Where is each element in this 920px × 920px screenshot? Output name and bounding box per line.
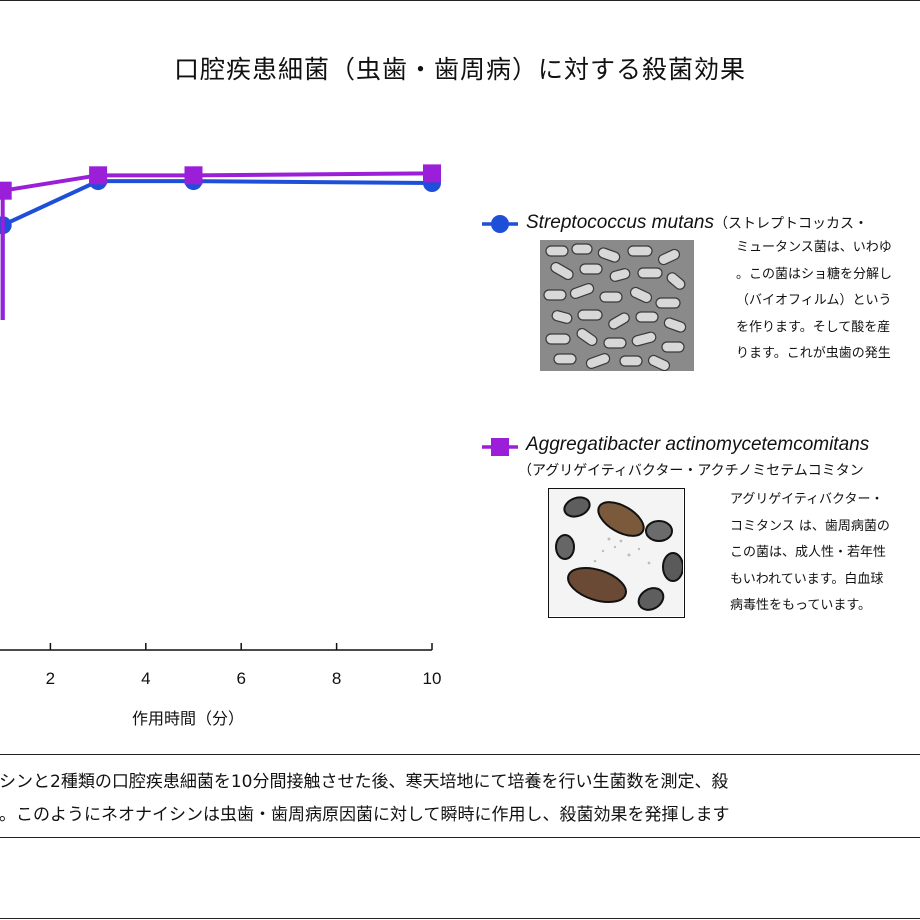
legend-kana-aa: （アグリゲイティバクター・アクチノミセテムコミタン	[518, 463, 864, 479]
chart-title: 口腔疾患細菌（虫歯・歯周病）に対する殺菌効果	[173, 55, 746, 84]
x-tick-label: 8	[332, 669, 341, 688]
desc-line: もいわれています。白血球	[730, 571, 884, 587]
legend-kana-mutans: （ストレプトコッカス・	[713, 216, 868, 232]
data-point	[0, 181, 12, 200]
legend-name-mutans: Streptococcus mutans	[526, 212, 714, 233]
legend-marker-circle-blue	[482, 215, 518, 233]
data-point	[89, 166, 108, 185]
photo-aa	[548, 488, 685, 618]
note-line-1: シンと2種類の口腔疾患細菌を10分間接触させた後、寒天培地にて培養を行い生菌数を…	[0, 772, 729, 792]
desc-line: この菌は、成人性・若年性	[730, 545, 887, 560]
x-tick-label: 4	[141, 669, 150, 688]
legend-desc-mutans: ミュータンス菌は、いわゆ 。この菌はショ糖を分解し （バイオフィルム）という を…	[736, 235, 892, 368]
series-layer	[0, 164, 441, 320]
x-tick-label: 6	[236, 669, 245, 688]
desc-line: コミタンス は、歯周病菌の	[730, 518, 890, 534]
series-1	[0, 172, 441, 320]
desc-line: ります。これが虫歯の発生	[736, 346, 891, 361]
top-border	[0, 0, 920, 1]
x-tick-label: 2	[46, 669, 55, 688]
bottom-border	[0, 918, 920, 919]
x-axis: 2 4 6 8 10	[0, 643, 441, 688]
sem-bacteria-image	[540, 240, 694, 371]
note-box: シンと2種類の口腔疾患細菌を10分間接触させた後、寒天培地にて培養を行い生菌数を…	[0, 754, 920, 838]
desc-line: アグリゲイティバクター・	[730, 492, 884, 507]
legend-marker-square-purple	[482, 438, 518, 456]
series-line	[0, 179, 433, 320]
desc-line: （バイオフィルム）という	[736, 293, 892, 308]
x-axis-title: 作用時間（分）	[132, 709, 244, 728]
data-point	[184, 166, 203, 185]
desc-line: 病毒性をもっています。	[730, 598, 872, 613]
data-point	[423, 164, 441, 183]
line-chart: 2 4 6 8 10 作用時間（分）	[0, 164, 441, 728]
note-line-2: 。このようにネオナイシンは虫歯・歯周病原因菌に対して瞬時に作用し、殺菌効果を発揮…	[0, 805, 730, 825]
legend-name-aa: Aggregatibacter actinomycetemcomitans	[526, 434, 870, 455]
x-tick-label: 10	[423, 669, 442, 688]
desc-line: を作ります。そして酸を産	[736, 319, 891, 335]
legend-desc-aa: アグリゲイティバクター・ コミタンス は、歯周病菌の この菌は、成人性・若年性 …	[730, 487, 890, 620]
tem-bacteria-image	[549, 489, 684, 616]
series-2	[0, 164, 441, 320]
photo-mutans	[540, 240, 694, 371]
desc-line: ミュータンス菌は、いわゆ	[736, 240, 892, 255]
desc-line: 。この菌はショ糖を分解し	[736, 266, 893, 282]
